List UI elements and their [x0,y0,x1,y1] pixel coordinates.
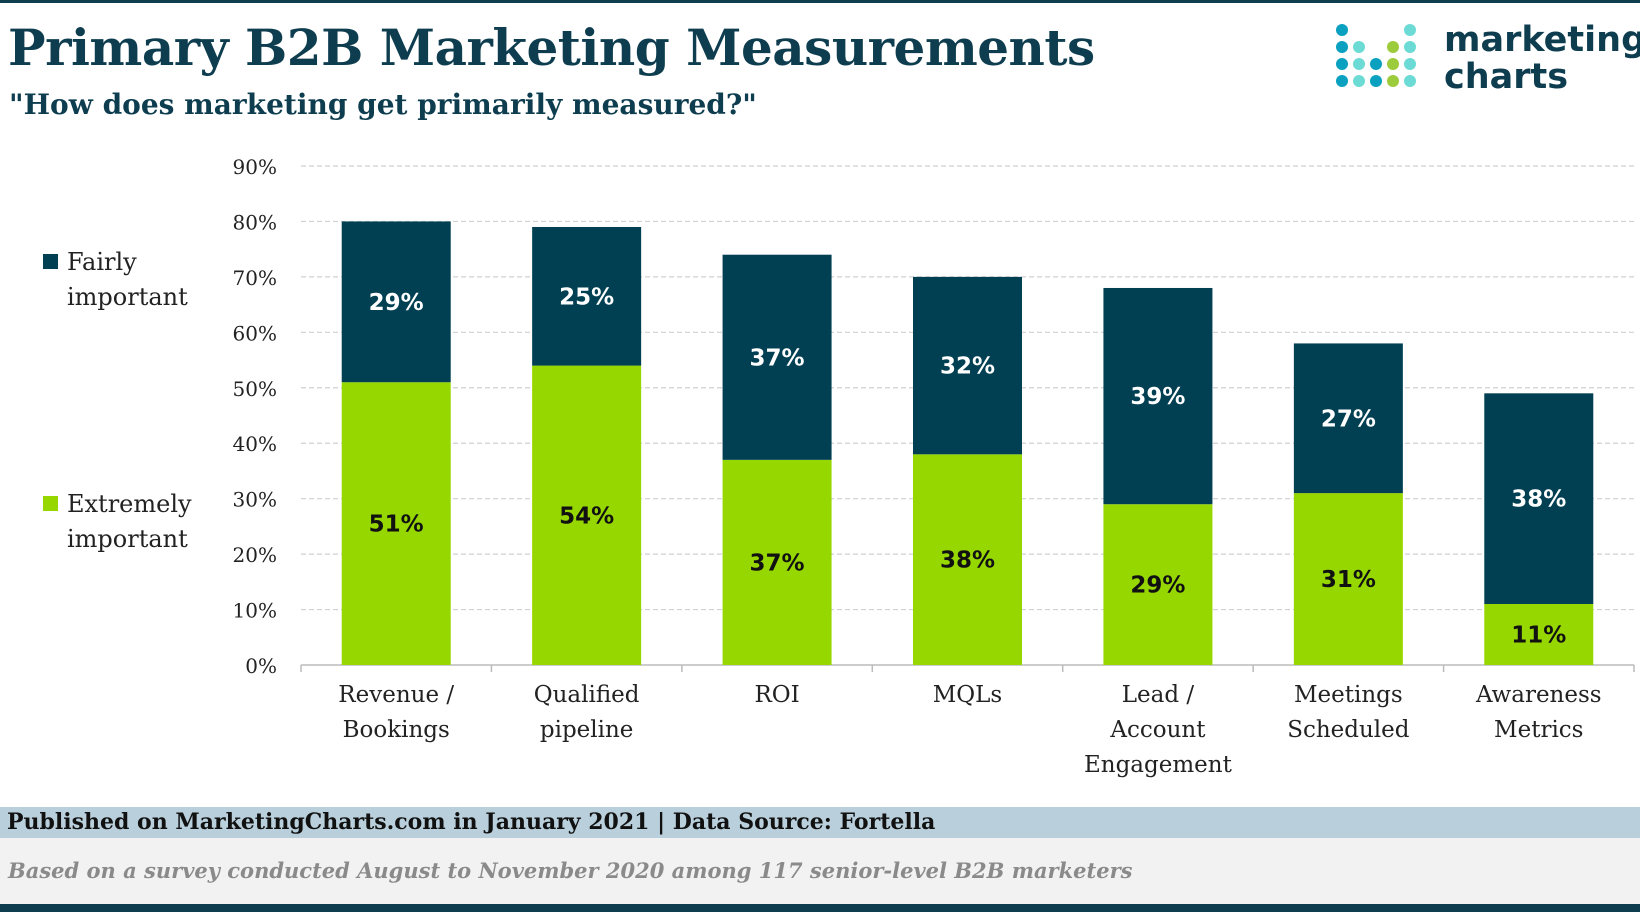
x-axis-labels: Revenue / Bookings Qualified pipeline ROI MQL… [338,682,1601,778]
data-label: 27% [1321,406,1376,432]
data-label: 29% [1130,573,1185,599]
logo-dot [1404,24,1416,36]
x-tick-label: Bookings [343,717,450,743]
marketingcharts-logo: marketing charts [1336,20,1640,100]
logo-dot [1370,75,1382,87]
logo-dot [1404,75,1416,87]
logo-line-2: charts [1444,57,1569,97]
logo-dot [1387,58,1399,70]
x-tick-label: Metrics [1494,717,1583,743]
logo-dot [1353,75,1365,87]
data-label: 11% [1511,623,1566,649]
survey-note: Based on a survey conducted August to No… [8,858,1133,883]
data-label: 39% [1130,384,1185,410]
published-text: Published on MarketingCharts.com in Janu… [7,809,936,835]
bar-segment-fairly [341,221,451,383]
bar-segment-fairly [722,254,832,460]
legend-label: Extremely [67,490,192,518]
y-tick-label: 20% [233,543,277,567]
x-tick-label: pipeline [540,717,634,743]
bar-segment-fairly [913,276,1022,455]
data-label: 32% [940,354,995,380]
x-tick-label: Revenue / [338,682,454,708]
y-tick-label: 90% [233,155,277,179]
y-tick-label: 30% [233,488,277,512]
legend-swatch [43,254,58,269]
data-label: 37% [750,550,805,576]
logo-dot [1370,58,1382,70]
bar-segment-extremely [532,365,642,665]
logo-dot [1387,41,1399,53]
chart-subtitle: "How does marketing get primarily measur… [9,88,757,121]
x-tick-label: Scheduled [1287,717,1410,743]
logo-dot [1404,58,1416,70]
bottom-border [0,904,1640,912]
x-tick-label: ROI [754,682,799,708]
logo-dot [1336,41,1348,53]
bar-segment-extremely [1103,504,1213,665]
x-tick-label: Qualified [534,682,640,708]
legend: Fairly important Extremely important [43,248,192,553]
bar-segment-extremely [1484,604,1594,665]
y-tick-label: 50% [233,377,277,401]
logo-dot [1336,75,1348,87]
bar-segment-extremely [913,454,1022,665]
x-tick-label: MQLs [933,682,1002,708]
bar-segment-fairly [1484,393,1594,605]
y-tick-label: 0% [245,654,277,678]
bar-segment-extremely [1293,493,1403,665]
data-label: 38% [940,548,995,574]
data-label: 25% [559,284,614,310]
x-tick-label: Account [1109,717,1206,743]
survey-note-bar: Based on a survey conducted August to No… [0,838,1640,904]
logo-dot [1336,58,1348,70]
y-tick-label: 40% [233,432,277,456]
x-tick-label: Lead / [1122,682,1195,708]
bar-segment-fairly [1103,287,1213,505]
data-label: 54% [559,503,614,529]
y-tick-label: 60% [233,321,277,345]
data-label: 51% [369,512,424,538]
y-axis-ticks: 0% 10% 20% 30% 40% 50% 60% 70% 80% 90% [233,155,277,678]
data-label: 38% [1511,487,1566,513]
legend-swatch [43,496,58,511]
y-tick-label: 10% [233,599,277,623]
logo-text: marketing charts [1444,22,1640,96]
y-tick-label: 70% [233,266,277,290]
bar-segment-fairly [1293,343,1403,494]
x-tick-label: Meetings [1294,682,1403,708]
x-tick-label: Awareness [1475,682,1602,708]
legend-label: Fairly [67,248,137,276]
bar-segment-extremely [341,382,451,665]
logo-line-1: marketing [1444,20,1640,60]
logo-dot [1353,41,1365,53]
x-tick-label: Engagement [1084,752,1233,778]
chart-title: Primary B2B Marketing Measurements [8,18,1095,77]
published-bar: Published on MarketingCharts.com in Janu… [0,807,1640,838]
legend-label: important [67,283,188,311]
top-border [0,0,1640,3]
legend-label: important [67,525,188,553]
bar-segment-fairly [532,226,642,366]
bars: 51% 29% 54% 25% 37% 37% 38% 32% 29% 39% 31% 27% 11% 3… [341,221,1594,665]
data-label: 29% [369,290,424,316]
data-label: 31% [1321,567,1376,593]
y-tick-label: 80% [233,210,277,234]
logo-dot [1353,58,1365,70]
logo-dot [1336,24,1348,36]
logo-dot [1404,41,1416,53]
bar-segment-extremely [722,459,832,665]
data-label: 37% [750,345,805,371]
logo-dot [1387,75,1399,87]
